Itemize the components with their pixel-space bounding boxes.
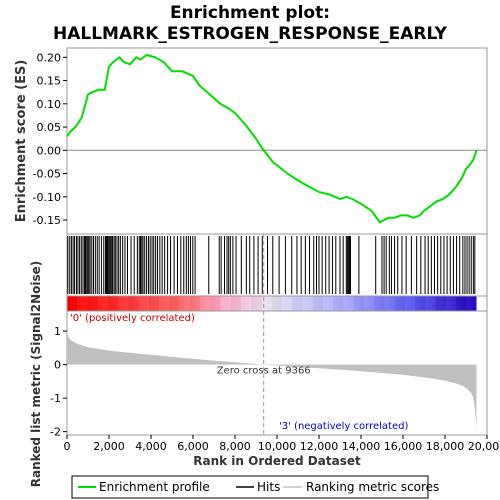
colorbar-segment: [251, 296, 262, 311]
colorbar-segment: [404, 296, 416, 311]
colorbar-segment: [333, 296, 344, 311]
colorbar-segment: [466, 296, 477, 311]
colorbar-segment: [77, 296, 88, 311]
colorbar-segment: [425, 296, 436, 311]
es-y-axis-label: Enrichment score (ES): [14, 60, 29, 223]
legend-metric-label: Ranking metric scores: [306, 480, 439, 494]
colorbar-segment: [128, 296, 139, 311]
colorbar-segment: [302, 296, 313, 311]
colorbar-segment: [169, 296, 180, 311]
es-y-tick-label: 0.00: [37, 144, 62, 157]
colorbar-segment: [271, 296, 282, 311]
x-axis-ticks: 0 2,000 4,000 6,000 8,000 10,000 12,000 14,000 1…: [64, 435, 500, 453]
hits-markers: [67, 236, 476, 294]
colorbar-segment: [67, 296, 78, 311]
x-axis-label: Rank in Ordered Dataset: [193, 454, 361, 468]
metric-y-axis-label: Ranked list metric (Signal2Noise): [29, 261, 43, 488]
colorbar-segment: [138, 296, 149, 311]
colorbar-segment: [220, 296, 231, 311]
es-y-tick-label: 0.10: [37, 98, 62, 111]
colorbar-segment: [384, 296, 395, 311]
colorbar-segment: [87, 296, 98, 311]
enrichment-profile-line: [66, 53, 478, 224]
legend-hits-label: Hits: [257, 480, 280, 494]
colorbar-segment: [261, 296, 272, 311]
x-tick-label: 2,000: [93, 440, 125, 453]
colorbar-segment: [118, 296, 129, 311]
colorbar-segment: [281, 296, 293, 311]
metric-y-tick-label: 1: [54, 325, 61, 338]
colorbar-segment: [97, 296, 108, 311]
colorbar-segment: [435, 296, 446, 311]
x-tick-label: 10,000: [258, 440, 297, 453]
colorbar-segment: [179, 296, 190, 311]
es-panel-frame: [66, 47, 488, 235]
colorbar-segment: [456, 296, 467, 311]
hits-panel-frame: [66, 233, 488, 297]
colorbar-segment: [353, 296, 364, 311]
x-tick-label: 0: [64, 440, 71, 453]
metric-y-axis-ticks: -2 -1 0 1: [50, 325, 67, 439]
colorbar-segment: [363, 296, 375, 311]
colorbar-segment: [394, 296, 405, 311]
x-tick-label: 4,000: [135, 440, 167, 453]
rank-colorbar: [67, 296, 477, 311]
colorbar-segment: [312, 296, 323, 311]
colorbar-segments: [67, 296, 477, 311]
x-tick-label: 20,000: [468, 440, 500, 453]
es-y-tick-label: 0.15: [37, 75, 62, 88]
colorbar-segment: [107, 296, 119, 311]
colorbar-segment: [241, 296, 252, 311]
legend-enrichment-label: Enrichment profile: [99, 480, 210, 494]
colorbar-segment: [445, 296, 457, 311]
es-y-tick-label: -0.15: [33, 214, 61, 227]
negative-correlation-label: '3' (negatively correlated): [279, 421, 408, 432]
x-tick-label: 16,000: [384, 440, 423, 453]
es-y-axis-ticks: -0.15 -0.10 -0.05 0.00 0.05 0.10 0.15 0.20: [33, 51, 67, 227]
colorbar-segment: [343, 296, 354, 311]
colorbar-segment: [200, 296, 211, 311]
colorbar-segment: [322, 296, 334, 311]
x-tick-label: 18,000: [426, 440, 465, 453]
metric-y-tick-label: 0: [54, 359, 61, 372]
title-line1: Enrichment plot:: [170, 3, 330, 23]
colorbar-segment: [159, 296, 170, 311]
es-y-tick-label: -0.05: [33, 168, 61, 181]
colorbar-segment: [148, 296, 160, 311]
x-tick-label: 8,000: [219, 440, 251, 453]
metric-y-tick-label: -1: [50, 392, 61, 405]
positive-correlation-label: '0' (positively correlated): [70, 313, 195, 324]
es-y-tick-label: 0.20: [37, 51, 62, 64]
colorbar-segment: [415, 296, 426, 311]
metric-y-tick-label: -2: [50, 426, 61, 439]
colorbar-segment: [374, 296, 385, 311]
x-tick-label: 12,000: [300, 440, 339, 453]
colorbar-segment: [189, 296, 201, 311]
es-y-tick-label: 0.05: [37, 121, 62, 134]
colorbar-segment: [292, 296, 303, 311]
title-line2: HALLMARK_ESTROGEN_RESPONSE_EARLY: [53, 24, 448, 44]
colorbar-segment: [210, 296, 221, 311]
x-tick-label: 6,000: [177, 440, 209, 453]
x-tick-label: 14,000: [342, 440, 381, 453]
zero-cross-label: Zero cross at 9366: [217, 366, 311, 377]
es-y-tick-label: -0.10: [33, 191, 61, 204]
colorbar-segment: [230, 296, 242, 311]
